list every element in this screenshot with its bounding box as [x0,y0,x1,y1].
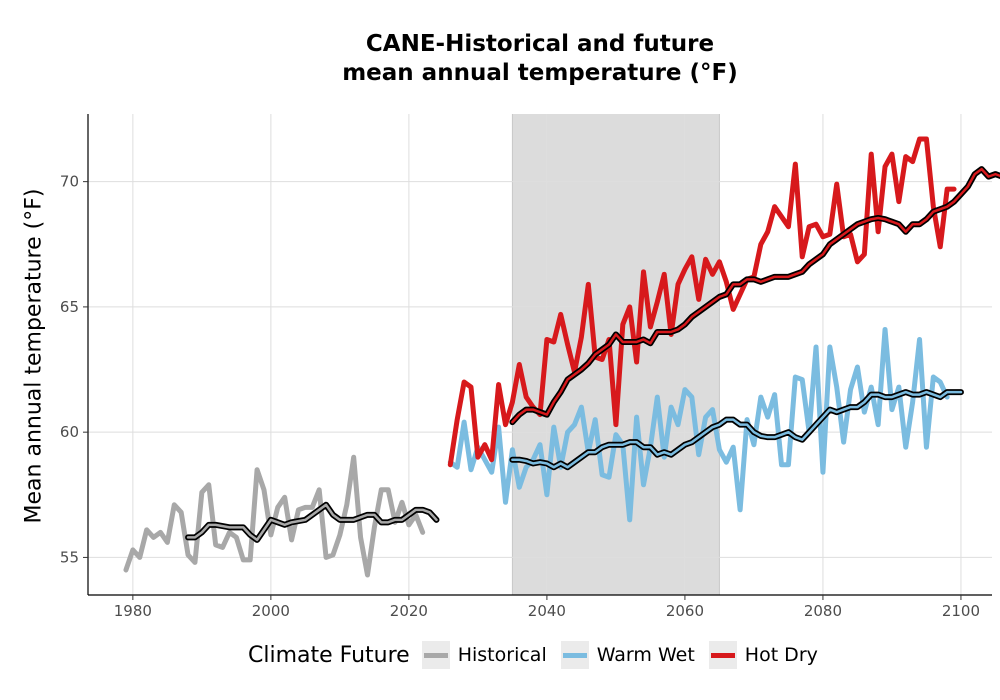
legend-key-warm-wet [560,641,589,669]
y-axis-label: Mean annual temperature (°F) [21,188,47,524]
legend-label-warm-wet: Warm Wet [596,644,695,666]
y-tick-label: 70 [60,173,79,191]
y-tick-label: 65 [60,298,79,316]
legend-swatch-warm-wet [562,652,587,658]
y-tick-label: 60 [60,423,79,441]
legend-key-historical [421,641,450,669]
x-tick-label: 2060 [666,602,704,620]
x-tick-label: 2100 [942,602,980,620]
chart-title: CANE-Historical and future [365,31,715,57]
series-line-warm-wet [447,326,950,523]
x-tick-label: 2020 [390,602,428,620]
legend-item-historical: Historical [421,641,547,669]
x-tick-label: 2080 [804,602,842,620]
x-tick-label: 2040 [528,602,566,620]
legend-label-historical: Historical [457,644,547,666]
x-tick-label: 1980 [114,602,152,620]
x-tick-label: 2000 [252,602,290,620]
legend-swatch-hot-dry [710,652,735,658]
legend-label-hot-dry: Hot Dry [744,644,818,666]
smooth-line-historical [186,503,438,542]
chart-subtitle: mean annual temperature (°F) [342,60,738,86]
legend-key-hot-dry [708,641,737,669]
legend: Climate Future Historical Warm Wet Hot D… [248,640,832,670]
legend-title: Climate Future [248,642,410,668]
legend-swatch-historical [423,652,448,658]
y-tick-label: 55 [60,548,79,566]
smooth-line-hot-dry [511,167,1000,424]
legend-item-warm-wet: Warm Wet [560,641,695,669]
smooth-line-warm-wet [511,390,963,469]
legend-item-hot-dry: Hot Dry [708,641,818,669]
